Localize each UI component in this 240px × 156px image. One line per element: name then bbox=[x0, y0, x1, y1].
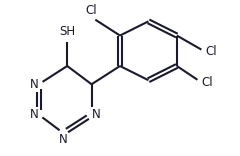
Text: SH: SH bbox=[59, 25, 75, 38]
Text: Cl: Cl bbox=[86, 4, 97, 17]
Text: N: N bbox=[30, 108, 39, 121]
Text: Cl: Cl bbox=[205, 45, 217, 58]
Text: N: N bbox=[92, 108, 100, 121]
Text: N: N bbox=[59, 133, 67, 146]
Text: N: N bbox=[30, 78, 39, 91]
Text: Cl: Cl bbox=[201, 76, 213, 89]
